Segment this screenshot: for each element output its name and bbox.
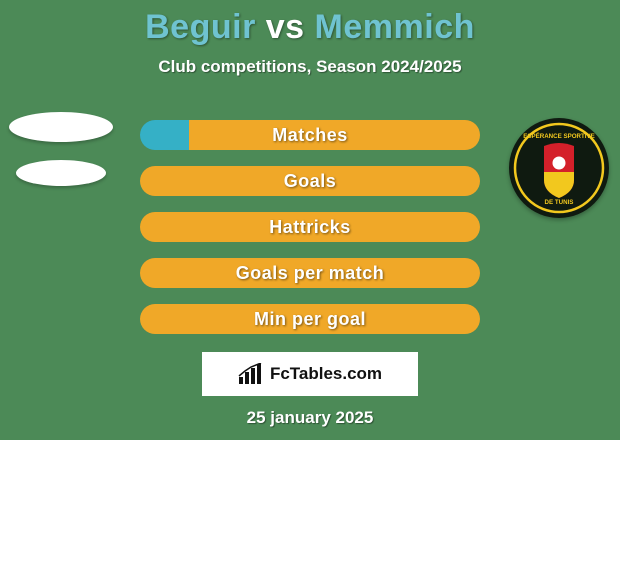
infographic-container: Beguir vs Memmich Club competitions, Sea…	[0, 0, 620, 440]
stat-row: 0Hattricks	[0, 204, 620, 250]
footer-brand-text: FcTables.com	[270, 364, 382, 384]
stat-row: Goals per match	[0, 250, 620, 296]
date-text: 25 january 2025	[0, 408, 620, 428]
vs-word: vs	[266, 8, 305, 46]
stat-bar: Hattricks	[140, 212, 480, 242]
stat-label: Goals per match	[140, 258, 480, 288]
stat-bar: Goals	[140, 166, 480, 196]
stat-bar: Matches	[140, 120, 480, 150]
subtitle: Club competitions, Season 2024/2025	[0, 57, 620, 77]
stat-row: 0Goals	[0, 158, 620, 204]
bars-icon	[238, 363, 264, 385]
stats-area: 16Matches0Goals0Hattricks Goals per match…	[0, 112, 620, 342]
footer-brand: FcTables.com	[202, 352, 418, 396]
stat-row: 16Matches	[0, 112, 620, 158]
player1-name: Beguir	[145, 8, 256, 46]
stat-label: Goals	[140, 166, 480, 196]
stat-bar: Min per goal	[140, 304, 480, 334]
title: Beguir vs Memmich	[0, 0, 620, 47]
player2-name: Memmich	[315, 8, 475, 46]
stat-row: Min per goal	[0, 296, 620, 342]
stat-bar: Goals per match	[140, 258, 480, 288]
stat-label: Matches	[140, 120, 480, 150]
stat-label: Min per goal	[140, 304, 480, 334]
stat-label: Hattricks	[140, 212, 480, 242]
